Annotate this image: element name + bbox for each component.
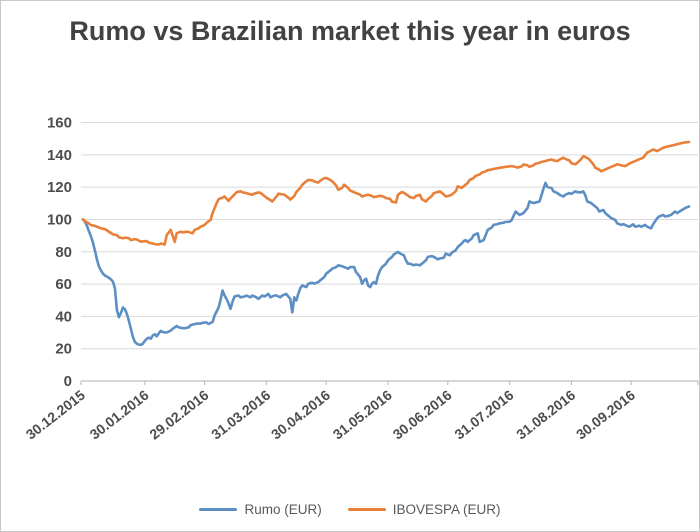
- y-axis-label: 40: [55, 308, 72, 325]
- x-axis-label: 31.05.2016: [330, 387, 395, 443]
- rumo-line-swatch-icon: [199, 508, 238, 511]
- x-axis-label: 30.12.2015: [23, 387, 88, 443]
- y-axis-label: 0: [64, 373, 72, 390]
- legend: Rumo (EUR) IBOVESPA (EUR): [1, 502, 699, 517]
- x-axis-label: 31.03.2016: [208, 387, 273, 443]
- y-axis-label: 100: [47, 211, 72, 228]
- legend-label-rumo: Rumo (EUR): [244, 502, 322, 517]
- x-axis-label: 30.09.2016: [573, 387, 638, 443]
- y-axis-label: 160: [47, 115, 72, 132]
- rumo-series-line: [81, 181, 691, 347]
- x-axis-label: 29.02.2016: [146, 387, 211, 443]
- x-axis-label: 31.07.2016: [451, 387, 516, 443]
- x-axis-label: 30.01.2016: [87, 387, 152, 443]
- ibovespa-series-line: [81, 140, 691, 246]
- legend-item-rumo: Rumo (EUR): [199, 502, 322, 517]
- y-axis-label: 120: [47, 179, 72, 196]
- legend-label-ibovespa: IBOVESPA (EUR): [392, 502, 501, 517]
- y-axis-label: 60: [55, 276, 72, 293]
- x-axis-label: 30.04.2016: [268, 387, 333, 443]
- y-axis-label: 20: [55, 341, 72, 358]
- x-axis-label: 30.06.2016: [390, 387, 455, 443]
- y-axis-label: 140: [47, 147, 72, 164]
- legend-item-ibovespa: IBOVESPA (EUR): [347, 502, 501, 517]
- y-axis-label: 80: [55, 244, 72, 261]
- chart-title: Rumo vs Brazilian market this year in eu…: [69, 16, 631, 46]
- ibovespa-line-swatch-icon: [347, 508, 386, 511]
- x-axis-label: 31.08.2016: [513, 387, 578, 443]
